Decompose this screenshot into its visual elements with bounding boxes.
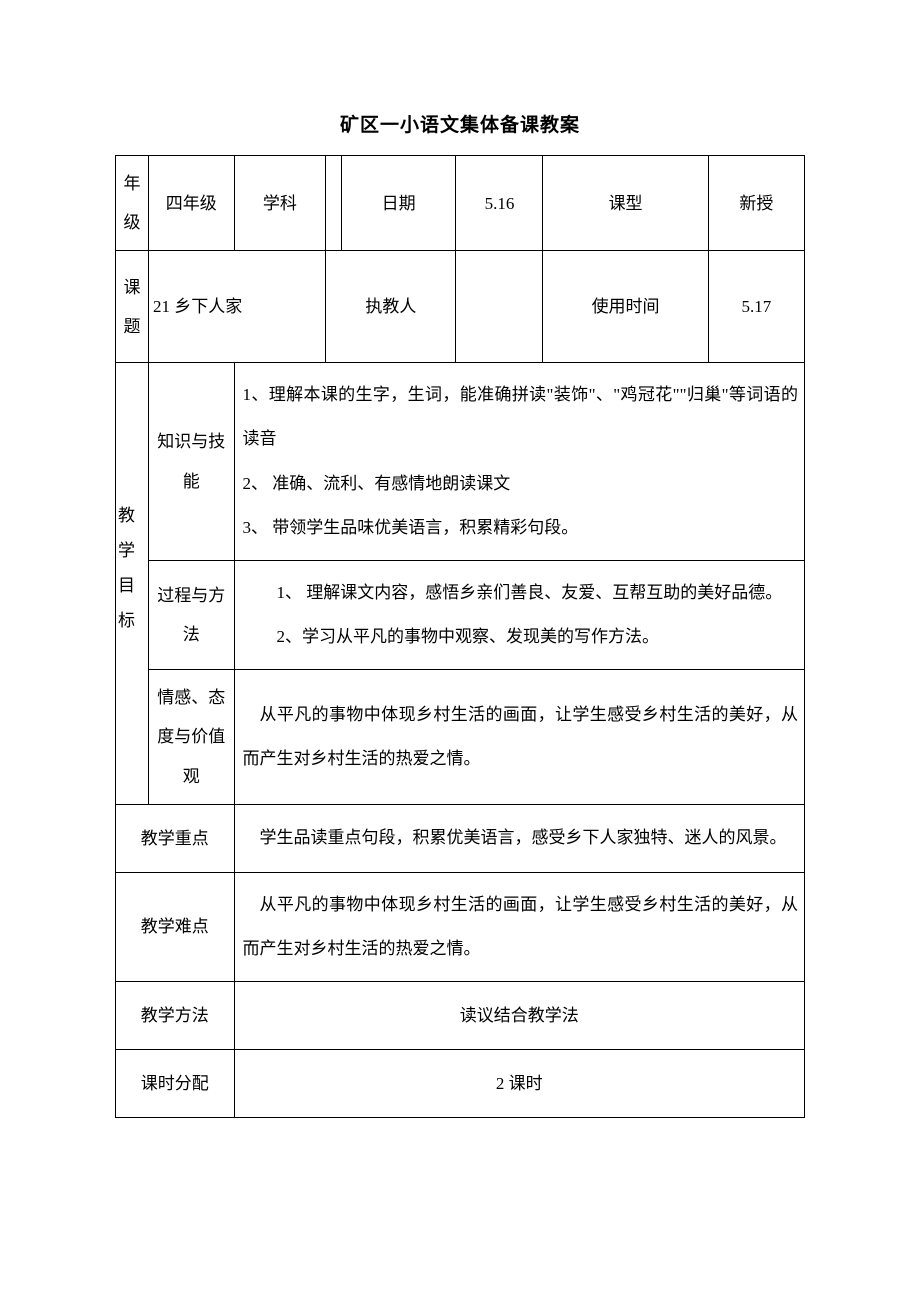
topic-label: 课题 — [116, 251, 149, 363]
table-row: 课题 21 乡下人家 执教人 使用时间 5.17 — [116, 251, 805, 363]
attitude-label: 情感、态度与价值观 — [149, 670, 235, 804]
grade-value: 四年级 — [149, 156, 235, 251]
process-content: 1、 理解课文内容，感悟乡亲们善良、友爱、互帮互助的美好品德。 2、学习从平凡的… — [234, 560, 805, 669]
table-row: 教学目标 知识与技能 1、理解本课的生字，生词，能准确拼读"装饰"、"鸡冠花""… — [116, 363, 805, 561]
method-label: 教学方法 — [116, 982, 235, 1050]
table-row: 教学方法 读议结合教学法 — [116, 982, 805, 1050]
difficulty-label: 教学难点 — [116, 872, 235, 981]
knowledge-line1: 1、理解本课的生字，生词，能准确拼读"装饰"、"鸡冠花""归巢"等词语的读音 — [243, 373, 799, 461]
periods-content: 2 课时 — [234, 1050, 805, 1118]
table-row: 年级 四年级 学科 日期 5.16 课型 新授 — [116, 156, 805, 251]
table-row: 过程与方法 1、 理解课文内容，感悟乡亲们善良、友爱、互帮互助的美好品德。 2、… — [116, 560, 805, 669]
difficulty-text: 从平凡的事物中体现乡村生活的画面，让学生感受乡村生活的美好，从而产生对乡村生活的… — [243, 883, 799, 971]
process-label: 过程与方法 — [149, 560, 235, 669]
usetime-label: 使用时间 — [543, 251, 708, 363]
usetime-value: 5.17 — [708, 251, 804, 363]
knowledge-line3: 3、 带领学生品味优美语言，积累精彩句段。 — [243, 506, 799, 550]
lesson-plan-table: 年级 四年级 学科 日期 5.16 课型 新授 课题 21 乡下人家 执教人 使… — [115, 155, 805, 1118]
topic-value: 21 乡下人家 — [149, 251, 326, 363]
table-row: 教学难点 从平凡的事物中体现乡村生活的画面，让学生感受乡村生活的美好，从而产生对… — [116, 872, 805, 981]
objectives-label: 教学目标 — [116, 363, 149, 804]
attitude-text: 从平凡的事物中体现乡村生活的画面，让学生感受乡村生活的美好，从而产生对乡村生活的… — [243, 693, 799, 781]
date-label: 日期 — [341, 156, 456, 251]
difficulty-content: 从平凡的事物中体现乡村生活的画面，让学生感受乡村生活的美好，从而产生对乡村生活的… — [234, 872, 805, 981]
method-content: 读议结合教学法 — [234, 982, 805, 1050]
periods-label: 课时分配 — [116, 1050, 235, 1118]
subject-value — [326, 156, 341, 251]
teacher-value — [456, 251, 543, 363]
classtype-label: 课型 — [543, 156, 708, 251]
table-row: 教学重点 学生品读重点句段，积累优美语言，感受乡下人家独特、迷人的风景。 — [116, 804, 805, 872]
keypoint-label: 教学重点 — [116, 804, 235, 872]
subject-label: 学科 — [234, 156, 326, 251]
table-row: 课时分配 2 课时 — [116, 1050, 805, 1118]
page-title: 矿区一小语文集体备课教案 — [115, 110, 805, 137]
attitude-content: 从平凡的事物中体现乡村生活的画面，让学生感受乡村生活的美好，从而产生对乡村生活的… — [234, 670, 805, 804]
knowledge-label: 知识与技能 — [149, 363, 235, 561]
knowledge-content: 1、理解本课的生字，生词，能准确拼读"装饰"、"鸡冠花""归巢"等词语的读音 2… — [234, 363, 805, 561]
teacher-label: 执教人 — [326, 251, 456, 363]
process-line2: 2、学习从平凡的事物中观察、发现美的写作方法。 — [243, 615, 799, 659]
keypoint-text: 学生品读重点句段，积累优美语言，感受乡下人家独特、迷人的风景。 — [243, 816, 799, 860]
classtype-value: 新授 — [708, 156, 804, 251]
table-row: 情感、态度与价值观 从平凡的事物中体现乡村生活的画面，让学生感受乡村生活的美好，… — [116, 670, 805, 804]
keypoint-content: 学生品读重点句段，积累优美语言，感受乡下人家独特、迷人的风景。 — [234, 804, 805, 872]
process-line1: 1、 理解课文内容，感悟乡亲们善良、友爱、互帮互助的美好品德。 — [243, 571, 799, 615]
knowledge-line2: 2、 准确、流利、有感情地朗读课文 — [243, 462, 799, 506]
date-value: 5.16 — [456, 156, 543, 251]
grade-label: 年级 — [116, 156, 149, 251]
